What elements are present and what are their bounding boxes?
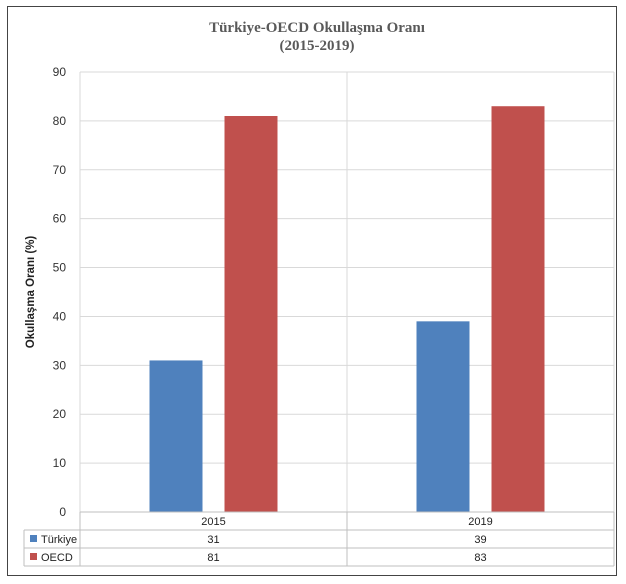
y-tick-label: 50 [53, 261, 67, 275]
y-tick-label: 30 [53, 358, 67, 372]
chart-title: Türkiye-OECD Okullaşma Oranı [209, 20, 425, 36]
bars [149, 106, 545, 512]
data-table: 2015 2019 Türkiye 31 39 OECD 81 83 [23, 511, 615, 567]
x-tick-label: 2019 [468, 516, 492, 528]
x-tick-label: 2015 [201, 516, 225, 528]
data-label: 83 [474, 552, 486, 564]
y-tick-label: 20 [53, 407, 67, 421]
y-tick-label: 90 [53, 65, 67, 79]
legend-label: Türkiye [41, 534, 77, 546]
data-label: 39 [474, 534, 486, 546]
y-axis-label: Okullaşma Oranı (%) [25, 236, 37, 349]
y-tick-labels: 0 10 20 30 40 50 60 70 80 90 [53, 65, 67, 519]
bar [491, 106, 545, 512]
y-tick-label: 40 [53, 309, 67, 323]
legend-label: OECD [41, 552, 73, 564]
y-tick-label: 80 [53, 114, 67, 128]
bar [416, 321, 470, 512]
chart-subtitle: (2015-2019) [280, 38, 355, 54]
bar [224, 116, 278, 512]
data-label: 81 [207, 552, 219, 564]
y-tick-label: 60 [53, 212, 67, 226]
legend-swatch [30, 553, 37, 560]
y-tick-label: 0 [59, 505, 66, 519]
y-tick-label: 10 [53, 456, 67, 470]
data-label: 31 [207, 534, 219, 546]
y-tick-label: 70 [53, 163, 67, 177]
legend-swatch [30, 535, 37, 542]
bar [149, 360, 203, 512]
